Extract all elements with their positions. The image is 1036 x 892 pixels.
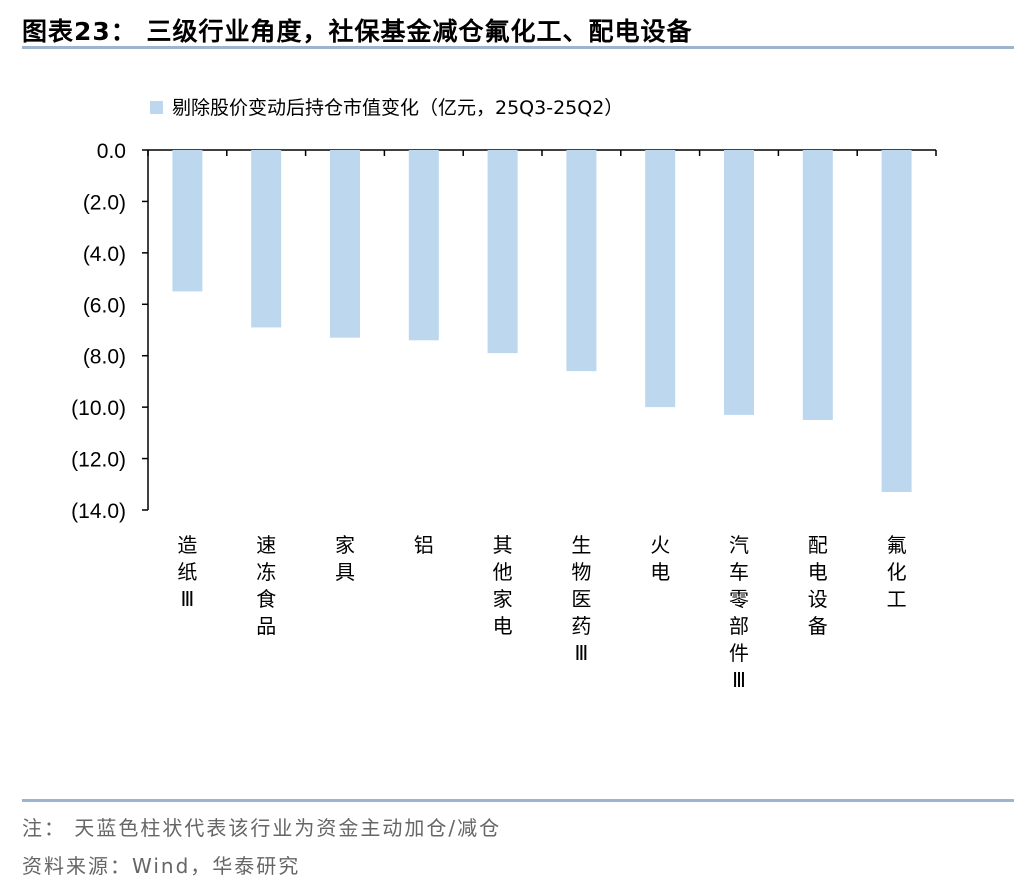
x-tick-label: 他	[493, 560, 513, 584]
x-tick-label: 铝	[414, 533, 434, 557]
footer-rule	[22, 799, 1014, 802]
x-tick-label: 火	[650, 533, 670, 557]
bar	[724, 150, 754, 415]
bar	[330, 150, 360, 338]
bar	[802, 150, 833, 420]
bar	[251, 150, 282, 328]
x-tick-label: 件	[729, 641, 749, 665]
x-tick-label: Ⅲ	[181, 587, 195, 611]
x-tick-label: 冻	[256, 560, 276, 584]
figure-title: 图表23： 三级行业角度，社保基金减仓氟化工、配电设备	[22, 17, 693, 46]
x-tick-label: 具	[335, 560, 355, 584]
y-tick-label: (6.0)	[83, 294, 126, 317]
x-tick-label: 药	[571, 614, 591, 638]
bar	[487, 150, 518, 354]
bar	[408, 150, 439, 341]
y-tick-label: (10.0)	[71, 397, 126, 420]
x-tick-label: 医	[571, 587, 591, 611]
y-tick-label: (12.0)	[71, 449, 126, 472]
x-tick-label: 电	[493, 614, 513, 638]
x-tick-label: 零	[729, 587, 749, 611]
legend-label: 剔除股价变动后持仓市值变化（亿元，25Q3-25Q2）	[172, 97, 623, 119]
chart-note: 注： 天蓝色柱状代表该行业为资金主动加仓/减仓	[22, 816, 502, 840]
y-tick-label: (8.0)	[83, 346, 126, 369]
source-text: 资料来源：Wind，华泰研究	[22, 854, 301, 878]
x-tick-label: 设	[808, 587, 828, 611]
x-tick-label: Ⅲ	[575, 641, 589, 665]
x-tick-label: 其	[493, 533, 513, 557]
x-tick-label: Ⅲ	[732, 668, 746, 692]
x-tick-label: 生	[571, 533, 591, 557]
y-tick-label: 0.0	[97, 140, 126, 163]
x-tick-label: 车	[729, 560, 749, 584]
x-tick-label: 部	[729, 614, 749, 638]
bar	[645, 150, 676, 408]
x-tick-label: 家	[335, 533, 355, 557]
x-tick-label: 汽	[729, 533, 749, 557]
x-tick-label: 电	[808, 560, 828, 584]
bar	[881, 150, 912, 492]
x-tick-label: 纸	[177, 560, 197, 584]
x-tick-label: 物	[571, 560, 591, 584]
x-tick-label: 造	[177, 533, 197, 557]
x-tick-label: 化	[887, 560, 907, 584]
x-tick-label: 家	[493, 587, 513, 611]
legend-swatch	[150, 101, 163, 114]
y-tick-label: (4.0)	[83, 243, 126, 266]
x-tick-label: 氟	[887, 533, 907, 557]
x-tick-label: 电	[650, 560, 670, 584]
title-rule	[22, 46, 1014, 49]
y-tick-label: (2.0)	[83, 191, 126, 214]
x-tick-label: 工	[887, 587, 907, 611]
bar-chart: 剔除股价变动后持仓市值变化（亿元，25Q3-25Q2） 0.0 (2.0) (4.0)…	[71, 97, 937, 692]
x-tick-label: 品	[256, 614, 276, 638]
x-tick-label: 配	[808, 533, 828, 557]
x-tick-label: 食	[256, 587, 276, 611]
bar	[566, 150, 597, 372]
y-tick-label: (14.0)	[71, 500, 126, 523]
bar	[172, 150, 203, 292]
x-tick-label: 备	[808, 614, 828, 638]
x-tick-label: 速	[256, 533, 276, 557]
